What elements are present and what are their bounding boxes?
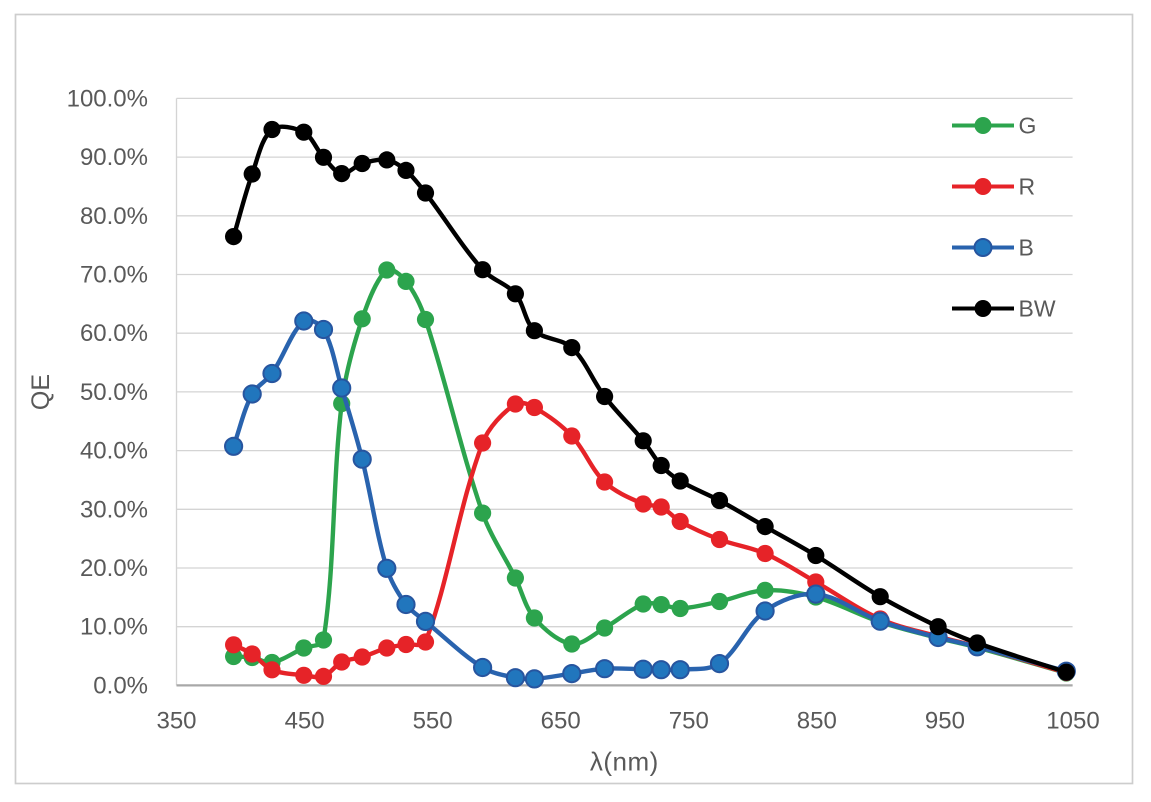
svg-text:850: 850 [797,708,837,735]
svg-text:100.0%: 100.0% [67,85,148,112]
svg-text:90.0%: 90.0% [80,144,148,171]
svg-text:350: 350 [156,708,196,735]
svg-text:950: 950 [925,708,965,735]
svg-text:10.0%: 10.0% [80,614,148,641]
svg-text:70.0%: 70.0% [80,262,148,289]
svg-text:60.0%: 60.0% [80,320,148,347]
svg-text:450: 450 [285,708,325,735]
svg-text:750: 750 [669,708,709,735]
svg-text:λ(nm): λ(nm) [590,747,659,777]
svg-text:0.0%: 0.0% [93,672,148,699]
svg-text:50.0%: 50.0% [80,379,148,406]
svg-text:BW: BW [1019,296,1056,322]
svg-text:30.0%: 30.0% [80,496,148,523]
svg-text:B: B [1019,235,1034,261]
svg-text:QE: QE [27,374,55,410]
svg-text:80.0%: 80.0% [80,203,148,230]
svg-text:1050: 1050 [1046,708,1099,735]
svg-text:G: G [1019,113,1037,139]
svg-text:40.0%: 40.0% [80,438,148,465]
svg-text:650: 650 [541,708,581,735]
svg-text:20.0%: 20.0% [80,555,148,582]
svg-text:R: R [1019,174,1036,200]
svg-text:550: 550 [413,708,453,735]
